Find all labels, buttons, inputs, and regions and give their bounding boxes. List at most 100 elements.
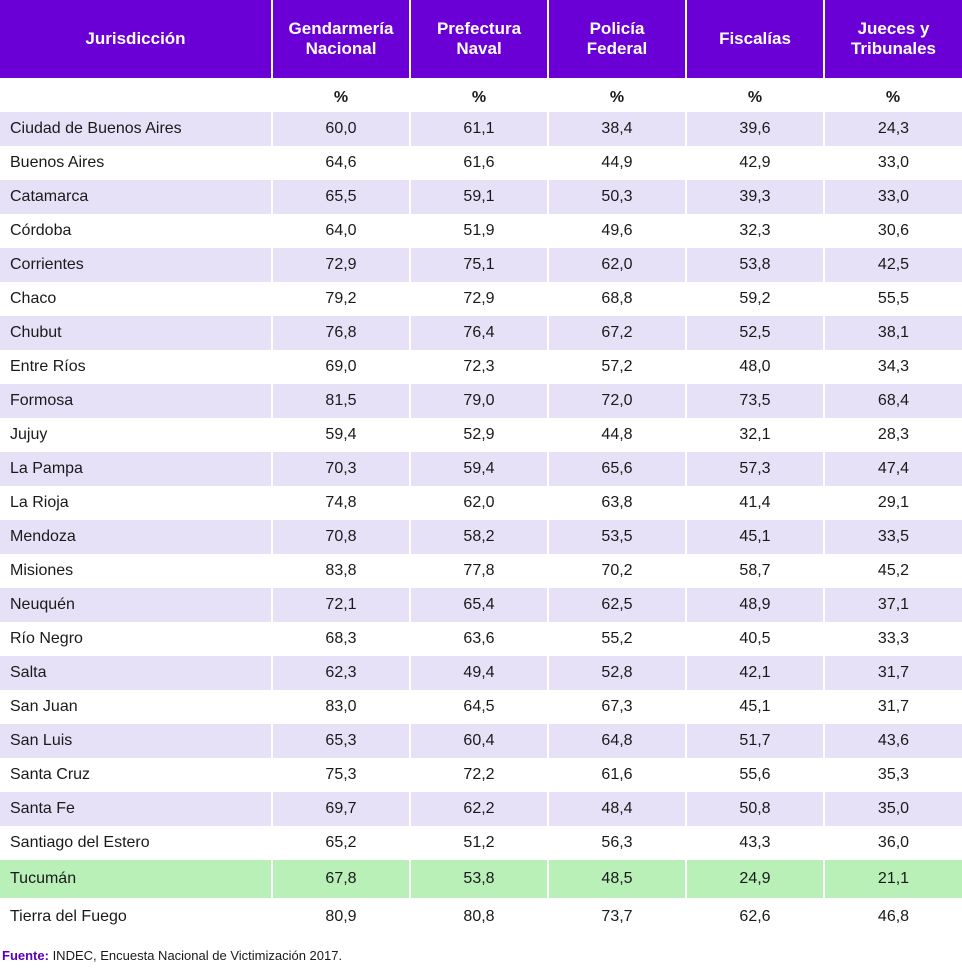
header-text-line: Federal [586, 39, 648, 58]
value-cell: 60,4 [410, 724, 549, 758]
source-label: Fuente: [2, 948, 49, 963]
value-cell: 64,6 [272, 146, 411, 180]
value-cell: 64,8 [548, 724, 687, 758]
value-cell: 37,1 [824, 588, 962, 622]
value-cell: 52,8 [548, 656, 687, 690]
value-cell: 48,4 [548, 792, 687, 826]
value-cell: 53,5 [548, 520, 687, 554]
jurisdiction-name: Mendoza [0, 520, 273, 554]
header-text-line: Nacional [305, 39, 377, 58]
value-cell: 45,1 [686, 520, 825, 554]
value-cell: 39,6 [686, 112, 825, 146]
value-cell: 83,0 [272, 690, 411, 724]
value-cell: 46,8 [824, 898, 962, 936]
value-cell: 79,0 [410, 384, 549, 418]
unit-cell: % [686, 78, 824, 112]
value-cell: 36,0 [824, 826, 962, 860]
value-cell: 73,5 [686, 384, 825, 418]
jurisdiction-name: La Rioja [0, 486, 273, 520]
value-cell: 59,4 [410, 452, 549, 486]
jurisdiction-name: Neuquén [0, 588, 273, 622]
value-cell: 76,4 [410, 316, 549, 350]
value-cell: 48,9 [686, 588, 825, 622]
value-cell: 72,9 [410, 282, 549, 316]
value-cell: 68,8 [548, 282, 687, 316]
jurisdiction-name: San Luis [0, 724, 273, 758]
value-cell: 32,1 [686, 418, 825, 452]
value-cell: 75,3 [272, 758, 411, 792]
value-cell: 53,8 [410, 860, 549, 898]
table-row: Misiones 83,8 77,8 70,2 58,7 45,2 [0, 554, 962, 588]
table-header: Jurisdicción Gendarmería Nacional Prefectur… [0, 0, 962, 78]
value-cell: 42,1 [686, 656, 825, 690]
value-cell: 61,6 [410, 146, 549, 180]
table-row: La Rioja 74,8 62,0 63,8 41,4 29,1 [0, 486, 962, 520]
value-cell: 48,0 [686, 350, 825, 384]
jurisdiction-name: San Juan [0, 690, 273, 724]
jurisdiction-name: La Pampa [0, 452, 273, 486]
value-cell: 49,4 [410, 656, 549, 690]
table-row: Tierra del Fuego 80,9 80,8 73,7 62,6 46,8 [0, 898, 962, 936]
value-cell: 45,2 [824, 554, 962, 588]
header-col-5: Jueces y Tribunales [824, 0, 962, 78]
value-cell: 62,3 [272, 656, 411, 690]
value-cell: 49,6 [548, 214, 687, 248]
value-cell: 65,3 [272, 724, 411, 758]
value-cell: 52,9 [410, 418, 549, 452]
value-cell: 52,5 [686, 316, 825, 350]
value-cell: 58,7 [686, 554, 825, 588]
value-cell: 55,5 [824, 282, 962, 316]
header-text-line: Prefectura [436, 19, 522, 38]
value-cell: 79,2 [272, 282, 411, 316]
value-cell: 64,5 [410, 690, 549, 724]
value-cell: 62,0 [548, 248, 687, 282]
jurisdiction-name: Chaco [0, 282, 273, 316]
unit-cell [0, 78, 272, 112]
value-cell: 70,2 [548, 554, 687, 588]
header-jurisdiccion: Jurisdicción [0, 0, 273, 78]
jurisdiction-name: Santa Cruz [0, 758, 273, 792]
value-cell: 80,9 [272, 898, 411, 936]
unit-cell: % [824, 78, 962, 112]
value-cell: 62,2 [410, 792, 549, 826]
unit-cell: % [548, 78, 686, 112]
value-cell: 33,5 [824, 520, 962, 554]
jurisdiction-name: Córdoba [0, 214, 273, 248]
value-cell: 33,3 [824, 622, 962, 656]
jurisdiction-name: Río Negro [0, 622, 273, 656]
value-cell: 65,4 [410, 588, 549, 622]
value-cell: 69,7 [272, 792, 411, 826]
value-cell: 77,8 [410, 554, 549, 588]
header-col-4: Fiscalías [686, 0, 825, 78]
value-cell: 42,5 [824, 248, 962, 282]
header-text-line: Jueces y [857, 19, 930, 38]
jurisdiction-name: Tierra del Fuego [0, 898, 273, 936]
value-cell: 63,8 [548, 486, 687, 520]
value-cell: 70,8 [272, 520, 411, 554]
value-cell: 39,3 [686, 180, 825, 214]
value-cell: 33,0 [824, 146, 962, 180]
table-row: Jujuy 59,4 52,9 44,8 32,1 28,3 [0, 418, 962, 452]
jurisdiction-name: Jujuy [0, 418, 273, 452]
value-cell: 51,2 [410, 826, 549, 860]
value-cell: 65,5 [272, 180, 411, 214]
data-table-container: Jurisdicción Gendarmería Nacional Prefectur… [0, 0, 962, 936]
value-cell: 65,2 [272, 826, 411, 860]
value-cell: 28,3 [824, 418, 962, 452]
header-text-line: Fiscalías [719, 29, 791, 48]
unit-cell: % [272, 78, 410, 112]
value-cell: 31,7 [824, 656, 962, 690]
value-cell: 69,0 [272, 350, 411, 384]
table-row: Buenos Aires 64,6 61,6 44,9 42,9 33,0 [0, 146, 962, 180]
jurisdiction-name: Misiones [0, 554, 273, 588]
value-cell: 72,9 [272, 248, 411, 282]
value-cell: 67,8 [272, 860, 411, 898]
value-cell: 65,6 [548, 452, 687, 486]
jurisdiction-name: Ciudad de Buenos Aires [0, 112, 273, 146]
value-cell: 62,0 [410, 486, 549, 520]
table-row: Corrientes 72,9 75,1 62,0 53,8 42,5 [0, 248, 962, 282]
header-col-3: Policía Federal [548, 0, 687, 78]
value-cell: 24,3 [824, 112, 962, 146]
value-cell: 60,0 [272, 112, 411, 146]
value-cell: 81,5 [272, 384, 411, 418]
